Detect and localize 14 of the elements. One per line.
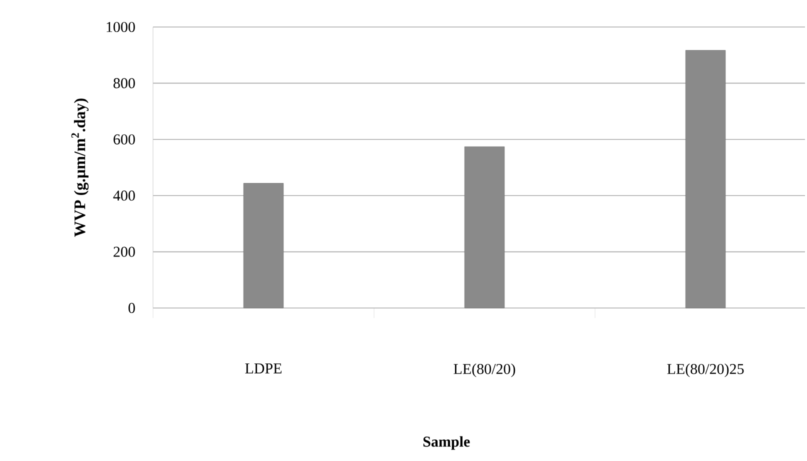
y-tick-label: 800	[114, 78, 135, 88]
bar	[685, 50, 726, 308]
bar	[243, 183, 284, 308]
y-tick-label: 600	[114, 134, 135, 144]
y-tick-label: 0	[128, 302, 135, 314]
x-tick-label: LDPE	[245, 364, 282, 374]
y-tick-label: 1000	[106, 22, 135, 32]
x-tick-label: LE(80/20)25	[667, 364, 744, 378]
bar	[464, 146, 505, 308]
x-axis-title: Sample	[423, 436, 470, 450]
x-tick-label: LE(80/20)	[454, 364, 516, 378]
y-tick-label: 200	[114, 246, 135, 257]
y-tick-label: 400	[113, 190, 135, 201]
y-axis-title: WVP (g.μm/m$^{2}$.day)	[71, 98, 89, 237]
